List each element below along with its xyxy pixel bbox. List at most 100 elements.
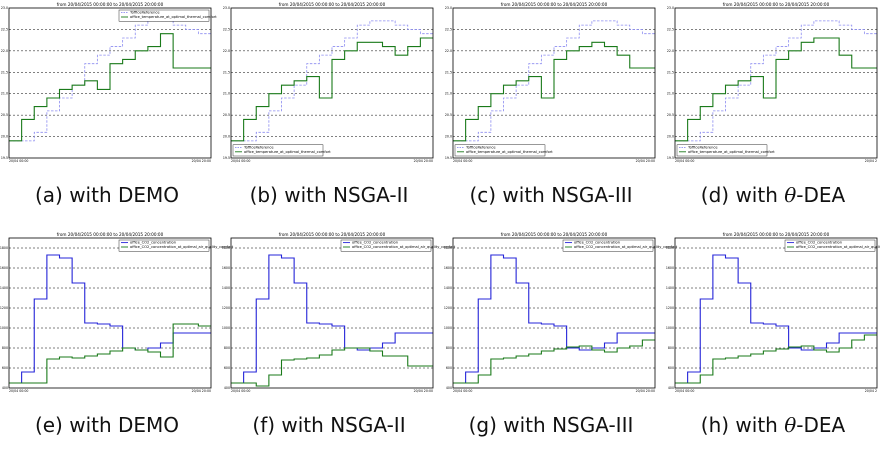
y-tick-label: 19.5 — [223, 156, 230, 160]
y-tick-label: 1800 — [0, 246, 8, 250]
chart-panel-a: from 20/04/2015 00:00:00 to 20/04/2015 2… — [0, 0, 217, 224]
plot-frame — [230, 237, 434, 389]
legend: TofficeReferenceoffice_temperature_at_op… — [118, 9, 217, 22]
chart-svg-g: from 20/04/2015 00:00:00 to 20/04/2015 2… — [444, 232, 678, 393]
series-line-2 — [9, 323, 211, 384]
y-tick-label: 1400 — [666, 286, 674, 290]
y-tick-label: 1400 — [0, 286, 8, 290]
y-tick-label: 22.5 — [667, 27, 674, 31]
x-tick-label: 20/04 00:00 — [453, 159, 472, 163]
chart-svg-b: from 20/04/2015 00:00:00 to 20/04/2015 2… — [223, 2, 434, 163]
legend-box — [340, 239, 432, 252]
chart-svg-e: from 20/04/2015 00:00:00 to 20/04/2015 2… — [0, 232, 234, 393]
legend-entry: office_CO2_concentration — [352, 241, 398, 245]
y-tick-label: 1200 — [444, 306, 452, 310]
y-tick-label: 1000 — [0, 326, 8, 330]
y-tick-label: 1800 — [222, 246, 230, 250]
y-tick-label: 20.0 — [1, 135, 8, 139]
y-tick-label: 21.5 — [445, 70, 452, 74]
x-tick-label: 20/04 00:00 — [9, 159, 28, 163]
chart-title: from 20/04/2015 00:00:00 to 20/04/2015 2… — [279, 232, 386, 237]
caption-f: (f) with NSGA-II — [252, 413, 406, 437]
y-tick-label: 800 — [224, 346, 230, 350]
plot-frame — [8, 7, 212, 159]
y-tick-label: 800 — [2, 346, 8, 350]
x-tick-label: 20/04 20:00 — [192, 389, 211, 393]
caption-e: (e) with DEMO — [34, 413, 180, 437]
y-tick-label: 800 — [668, 346, 674, 350]
legend-entry: office_temperature_at_optimal_thermal_co… — [130, 15, 217, 19]
series-line-2 — [231, 347, 433, 387]
caption-c: (c) with NSGA-III — [469, 183, 633, 207]
y-tick-label: 22.5 — [223, 27, 230, 31]
y-tick-label: 20.0 — [667, 135, 674, 139]
legend-box — [676, 144, 768, 157]
y-tick-label: 1400 — [222, 286, 230, 290]
plot-frame — [230, 7, 434, 159]
legend: TofficeReferenceoffice_temperature_at_op… — [454, 144, 553, 157]
y-tick-label: 1400 — [444, 286, 452, 290]
series-line-2 — [675, 37, 877, 142]
theta-symbol: θ — [784, 413, 797, 437]
x-tick-label: 20/04 00:00 — [231, 159, 250, 163]
y-tick-label: 600 — [2, 366, 8, 370]
series-line-2 — [675, 334, 877, 384]
x-tick-label: 20/04 00:00 — [231, 389, 250, 393]
y-tick-label: 600 — [668, 366, 674, 370]
x-tick-label: 20/04 2 — [865, 389, 877, 393]
plot-frame — [8, 237, 212, 389]
chart-title: from 20/04/2015 00:00:00 to 20/04/2015 2… — [501, 232, 608, 237]
y-tick-label: 1600 — [0, 266, 8, 270]
legend-box — [784, 239, 876, 252]
legend: TofficeReferenceoffice_temperature_at_op… — [232, 144, 331, 157]
series-line-1 — [675, 254, 877, 384]
y-tick-label: 22.0 — [667, 49, 674, 53]
x-tick-label: 20/04 20:00 — [636, 159, 655, 163]
x-tick-label: 20/04 20:00 — [414, 389, 433, 393]
y-tick-label: 21.0 — [1, 92, 8, 96]
y-tick-label: 400 — [668, 386, 674, 390]
legend-box — [232, 144, 324, 157]
series-line-1 — [675, 20, 877, 142]
legend: office_CO2_concentrationoffice_CO2_conce… — [118, 239, 234, 252]
theta-symbol: θ — [784, 183, 797, 207]
chart-panel-f: from 20/04/2015 00:00:00 to 20/04/2015 2… — [222, 230, 456, 454]
x-tick-label: 20/04 20:00 — [192, 159, 211, 163]
y-tick-label: 23.0 — [1, 6, 8, 10]
plot-frame — [674, 237, 878, 389]
y-tick-label: 23.0 — [667, 6, 674, 10]
series-line-1 — [231, 254, 433, 384]
legend-entry: TofficeReference — [129, 11, 160, 15]
legend-box — [118, 239, 210, 252]
chart-title: from 20/04/2015 00:00:00 to 20/04/2015 2… — [723, 232, 830, 237]
chart-svg-a: from 20/04/2015 00:00:00 to 20/04/2015 2… — [1, 2, 217, 163]
chart-title: from 20/04/2015 00:00:00 to 20/04/2015 2… — [723, 2, 830, 7]
chart-svg-c: from 20/04/2015 00:00:00 to 20/04/2015 2… — [445, 2, 656, 163]
chart-panel-e: from 20/04/2015 00:00:00 to 20/04/2015 2… — [0, 230, 234, 454]
y-tick-label: 1200 — [222, 306, 230, 310]
legend-entry: office_temperature_at_optimal_thermal_co… — [688, 150, 775, 154]
chart-title: from 20/04/2015 00:00:00 to 20/04/2015 2… — [279, 2, 386, 7]
y-tick-label: 20.5 — [667, 113, 674, 117]
y-tick-label: 1000 — [444, 326, 452, 330]
y-tick-label: 22.0 — [1, 49, 8, 53]
legend-entry: office_CO2_concentration_at_optimal_air_… — [130, 245, 234, 249]
y-tick-label: 21.0 — [445, 92, 452, 96]
chart-panel-b: from 20/04/2015 00:00:00 to 20/04/2015 2… — [222, 0, 436, 224]
series-line-2 — [453, 339, 655, 384]
caption-a: (a) with DEMO — [34, 183, 180, 207]
caption-b: (b) with NSGA-II — [249, 183, 409, 207]
series-line-1 — [231, 20, 433, 142]
y-tick-label: 21.0 — [223, 92, 230, 96]
chart-title: from 20/04/2015 00:00:00 to 20/04/2015 2… — [57, 2, 164, 7]
series-line-1 — [9, 254, 211, 384]
plot-frame — [674, 7, 878, 159]
series-line-2 — [9, 33, 211, 142]
y-tick-label: 19.5 — [1, 156, 8, 160]
legend: office_CO2_concentrationoffice_CO2_conce… — [784, 239, 880, 252]
chart-panel-g: from 20/04/2015 00:00:00 to 20/04/2015 2… — [444, 230, 678, 454]
series-line-2 — [453, 41, 655, 142]
y-tick-label: 600 — [446, 366, 452, 370]
legend: office_CO2_concentrationoffice_CO2_conce… — [340, 239, 456, 252]
chart-panel-d: from 20/04/2015 00:00:00 to 20/04/2015 2… — [666, 0, 880, 224]
